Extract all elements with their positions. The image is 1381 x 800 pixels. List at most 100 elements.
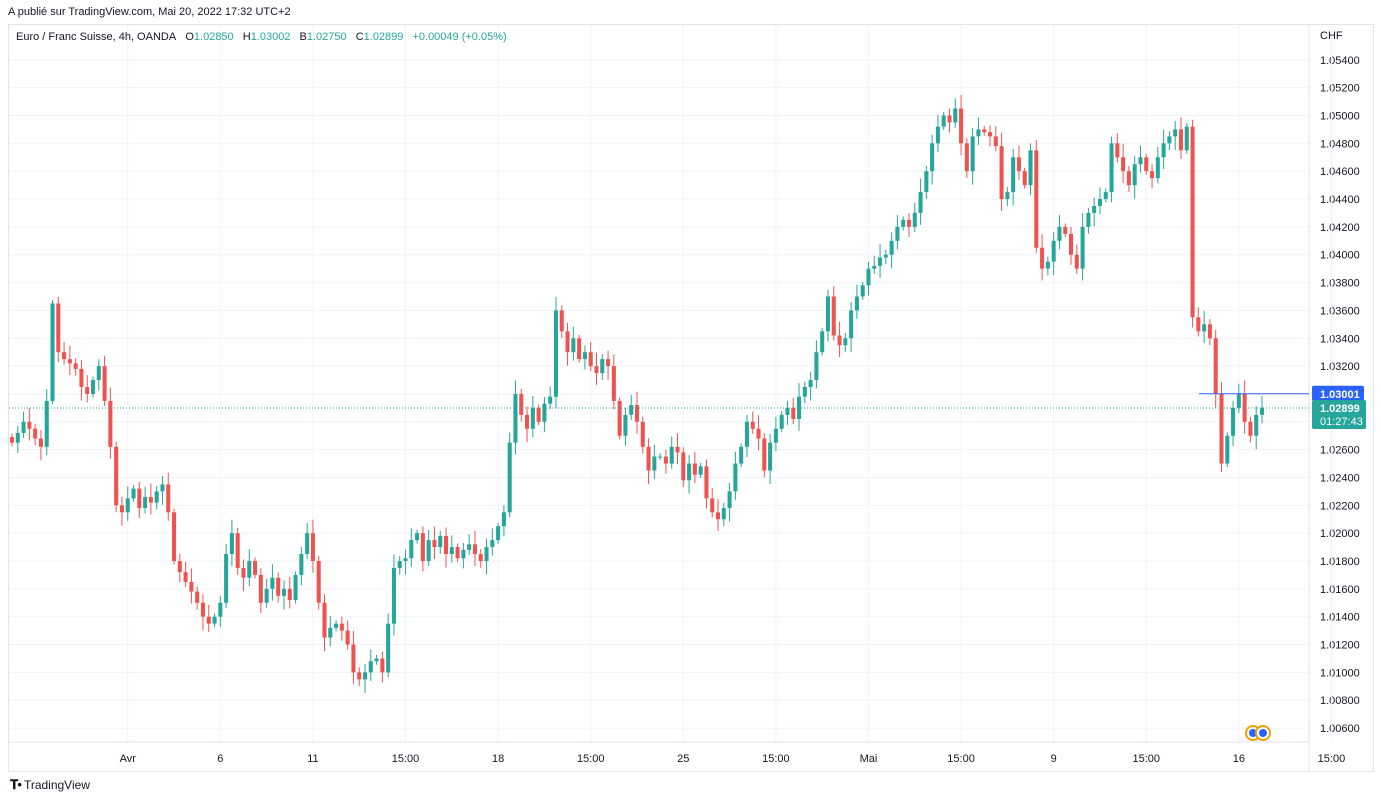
candle-body	[912, 212, 917, 227]
candle-body	[200, 602, 205, 617]
candle-body	[1051, 240, 1056, 262]
candle-body	[62, 352, 67, 360]
candle-body	[1109, 143, 1114, 193]
symbol-title: Euro / Franc Suisse, 4h, OANDA	[16, 31, 177, 43]
candle-body	[565, 331, 570, 353]
y-tick-label: 1.05400	[1320, 55, 1360, 67]
candle-body	[455, 547, 460, 559]
y-tick-label: 1.04000	[1320, 250, 1360, 262]
candle-body	[386, 623, 391, 673]
candle-body	[1011, 157, 1016, 193]
candle-body	[849, 310, 854, 339]
candle-body	[571, 338, 576, 353]
candle-body	[1196, 317, 1201, 332]
candle-body	[339, 623, 344, 631]
high-value: 1.03002	[250, 31, 291, 43]
x-tick-label: 15:00	[577, 753, 605, 765]
last-price-label: 1.02899	[1320, 403, 1360, 415]
candle-body	[1167, 136, 1172, 144]
candle-body	[1132, 164, 1137, 186]
candle-body	[362, 672, 368, 680]
candle-body	[1028, 150, 1033, 186]
x-tick-label: 16	[1233, 753, 1245, 765]
candle-body	[154, 491, 159, 503]
candle-body	[629, 405, 634, 415]
y-tick-label: 1.01600	[1320, 584, 1360, 596]
candle-body	[79, 368, 84, 387]
candle-body	[854, 296, 859, 311]
candle-body	[606, 359, 611, 367]
candle-body	[287, 588, 292, 600]
candle-body	[108, 400, 113, 447]
candle-body	[368, 661, 373, 673]
candle-body	[264, 588, 269, 603]
candle-body	[496, 526, 501, 541]
candle-body	[987, 132, 993, 137]
published-caption: A publié sur TradingView.com, Mai 20, 20…	[8, 6, 291, 18]
candle-body	[1184, 126, 1189, 151]
candle-body	[426, 540, 431, 562]
candle-body	[131, 488, 136, 499]
candle-body	[461, 549, 466, 559]
candle-body	[1022, 171, 1027, 186]
y-tick-label: 1.05000	[1320, 110, 1360, 122]
candle-body	[860, 285, 865, 297]
candle-body	[310, 533, 315, 562]
candle-body	[1034, 150, 1039, 248]
x-tick-label: Avr	[120, 753, 137, 765]
candle-body	[976, 129, 981, 137]
x-tick-label: 11	[307, 753, 318, 765]
low-label: B	[299, 31, 307, 43]
candle-body	[96, 366, 101, 381]
candle-body	[1236, 393, 1241, 408]
tradingview-logo-icon: 𝐓•	[10, 777, 22, 792]
candle-body	[895, 226, 900, 241]
y-tick-label: 1.01800	[1320, 556, 1360, 568]
candle-body	[1063, 226, 1068, 234]
candle-body	[733, 463, 738, 492]
candle-body	[1144, 157, 1149, 172]
candle-body	[513, 393, 518, 443]
candle-body	[322, 602, 327, 638]
candle-body	[183, 572, 188, 582]
candle-body	[611, 366, 616, 401]
candle-body	[27, 421, 32, 429]
candle-body	[837, 335, 842, 346]
candle-body	[1080, 226, 1085, 269]
candle-body	[189, 581, 194, 592]
candle-body	[1097, 199, 1102, 206]
candle-body	[114, 446, 119, 506]
candle-body	[744, 421, 749, 447]
candle-body	[536, 407, 541, 422]
candle-body	[941, 115, 946, 127]
high-marker-label: 1.03001	[1320, 389, 1360, 401]
candle-body	[692, 463, 697, 475]
candle-body	[623, 414, 628, 436]
countdown-label: 01:27:43	[1320, 416, 1363, 428]
candle-body	[351, 644, 356, 673]
candle-body	[878, 257, 883, 266]
candle-body	[432, 540, 437, 548]
candle-body	[270, 577, 275, 589]
candle-body	[600, 359, 605, 374]
candle-body	[137, 488, 142, 509]
candle-body	[467, 544, 472, 550]
candle-body	[374, 658, 379, 662]
candle-body	[843, 338, 848, 346]
candle-body	[73, 363, 78, 369]
candle-body	[825, 296, 830, 332]
candle-body	[420, 533, 425, 562]
candle-body	[715, 512, 721, 520]
chart-pane[interactable]	[8, 24, 1374, 772]
candle-body	[663, 456, 668, 464]
economic-event-icon-core	[1249, 729, 1257, 737]
y-tick-label: 1.04800	[1320, 138, 1360, 150]
candle-body	[44, 400, 49, 447]
candle-body	[797, 396, 802, 420]
candle-body	[548, 396, 553, 404]
candle-body	[953, 108, 958, 123]
candle-body	[1074, 254, 1079, 269]
footer-brand[interactable]: 𝐓• TradingView	[10, 777, 90, 793]
candle-body	[218, 602, 223, 617]
